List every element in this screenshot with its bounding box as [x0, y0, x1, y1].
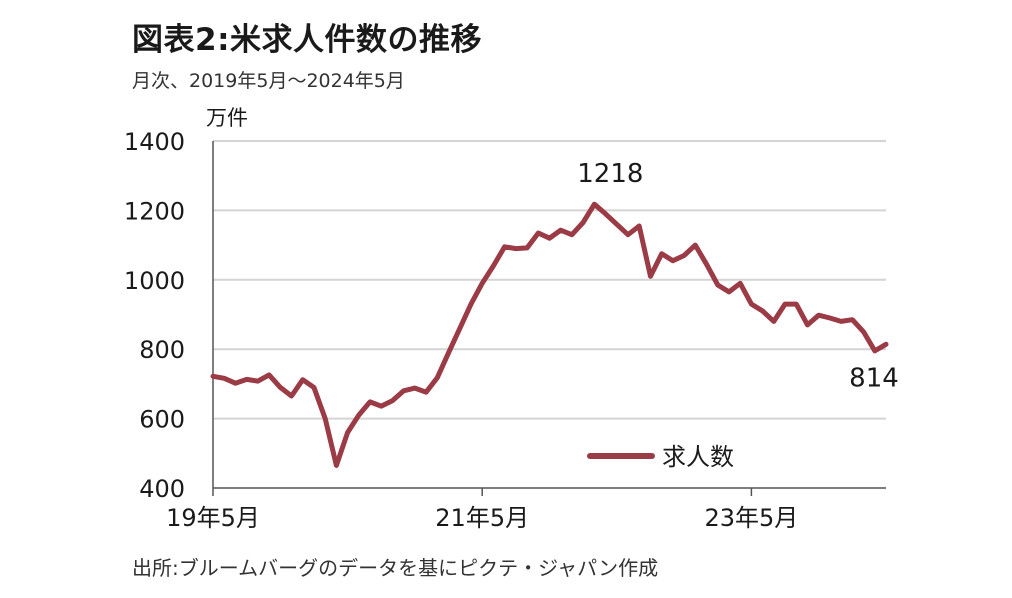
y-tick-label-1000: 1000	[124, 267, 185, 295]
annotation-1218: 1218	[577, 159, 643, 189]
y-tick-label-1400: 1400	[124, 128, 185, 156]
x-tick-label-1: 21年5月	[435, 504, 529, 532]
legend-label: 求人数	[662, 443, 734, 471]
chart-subtitle: 月次、2019年5月～2024年5月	[132, 70, 405, 92]
annotation-814: 814	[849, 363, 899, 393]
y-axis-ticks: 400 600 800 1000 1200 1400	[124, 128, 185, 503]
legend: 求人数	[587, 443, 734, 471]
data-annotations: 1218 814	[577, 159, 899, 393]
x-tick-label-0: 19年5月	[166, 504, 260, 532]
y-tick-label-400: 400	[139, 475, 185, 503]
source-note: 出所:ブルームバーグのデータを基にピクテ・ジャパン作成	[132, 556, 659, 580]
y-tick-label-1200: 1200	[124, 197, 185, 225]
y-tick-label-800: 800	[139, 336, 185, 364]
y-tick-label-600: 600	[139, 406, 185, 434]
x-axis-ticks: 19年5月 21年5月 23年5月	[166, 488, 798, 532]
gridlines	[213, 140, 886, 420]
x-tick-label-2: 23年5月	[704, 504, 798, 532]
series-line-求人数	[210, 201, 889, 468]
y-axis-unit-label: 万件	[206, 106, 248, 130]
chart-title: 図表2:米求人件数の推移	[132, 22, 482, 58]
series-group	[210, 201, 889, 468]
